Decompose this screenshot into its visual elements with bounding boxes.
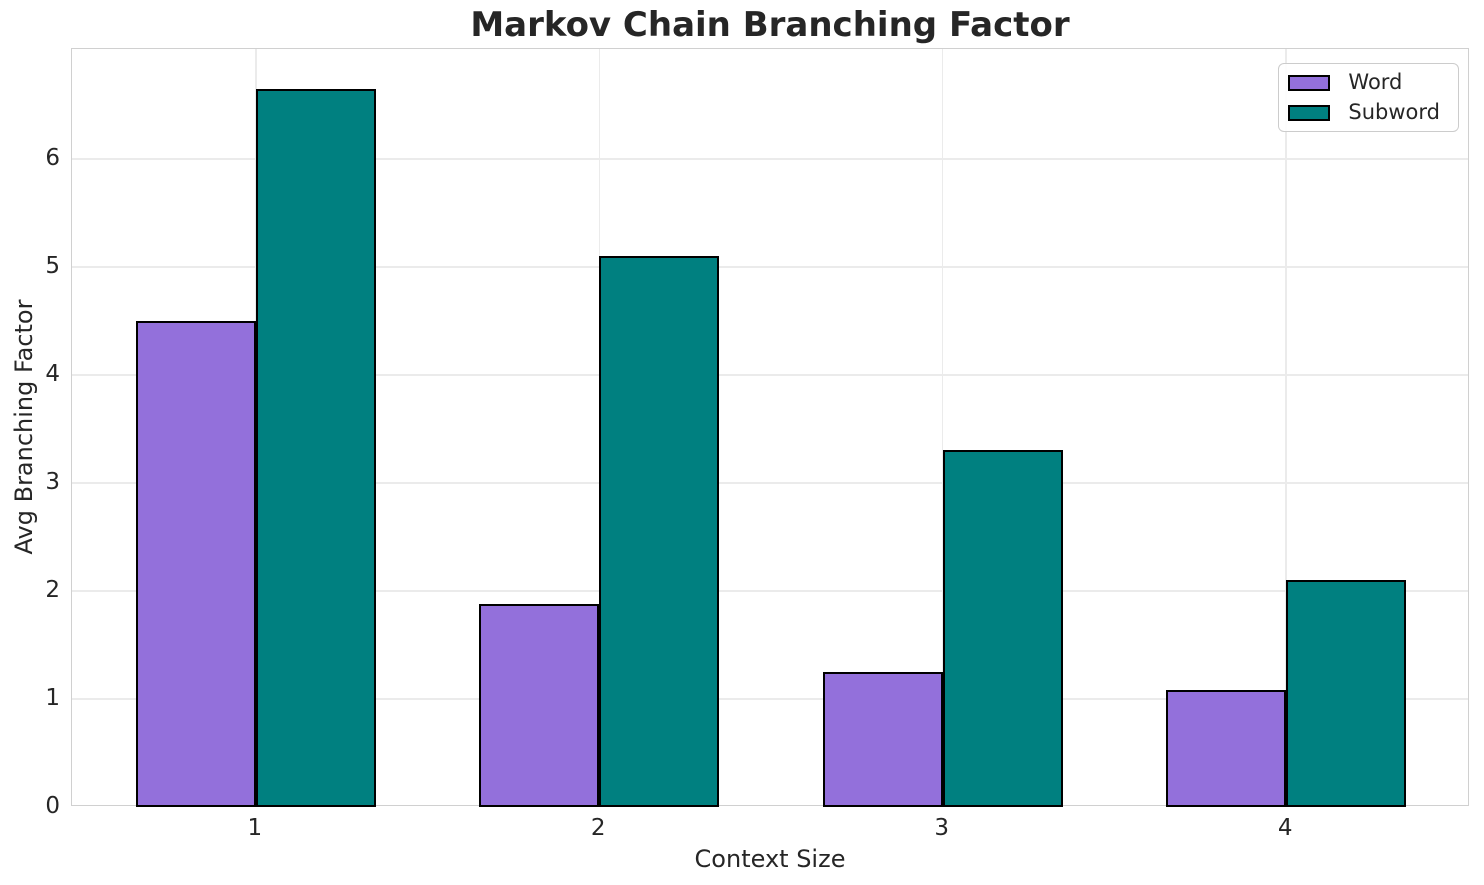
legend-swatch-word bbox=[1288, 74, 1331, 91]
gridline-y-1 bbox=[72, 698, 1468, 700]
y-tick-label-0: 0 bbox=[45, 793, 60, 819]
bar-subword-1 bbox=[255, 88, 376, 807]
y-tick-label-5: 5 bbox=[45, 253, 60, 280]
x-tick-label-3: 3 bbox=[934, 815, 950, 841]
legend-label-word: Word bbox=[1348, 70, 1403, 94]
y-tick-label-3: 3 bbox=[45, 469, 60, 496]
y-tick-label-4: 4 bbox=[45, 361, 60, 388]
x-tick-label-2: 2 bbox=[590, 815, 606, 841]
y-tick-label-6: 6 bbox=[45, 145, 60, 172]
bar-word-1 bbox=[135, 321, 256, 807]
legend-swatch-subword bbox=[1288, 104, 1331, 121]
gridline-y-4 bbox=[72, 374, 1468, 376]
bar-word-4 bbox=[1166, 690, 1287, 807]
gridline-x-3 bbox=[941, 49, 944, 805]
legend-item-word: Word bbox=[1288, 72, 1444, 93]
bar-subword-3 bbox=[942, 449, 1063, 807]
legend-item-subword: Subword bbox=[1288, 102, 1444, 123]
x-tick-label-4: 4 bbox=[1277, 815, 1293, 841]
legend: Word Subword bbox=[1278, 63, 1459, 132]
y-tick-label-1: 1 bbox=[45, 685, 60, 712]
bar-word-3 bbox=[822, 672, 943, 807]
plot-area: Word Subword bbox=[71, 48, 1469, 807]
gridline-x-4 bbox=[1285, 49, 1287, 805]
gridline-y-2 bbox=[72, 590, 1468, 592]
chart-title: Markov Chain Branching Factor bbox=[470, 5, 1070, 45]
gridline-y-3 bbox=[72, 482, 1468, 484]
gridline-y-6 bbox=[72, 158, 1468, 160]
bar-word-2 bbox=[479, 604, 600, 807]
x-axis-label: Context Size bbox=[694, 845, 846, 873]
y-axis-label: Avg Branching Factor bbox=[10, 299, 38, 555]
gridline-y-5 bbox=[72, 266, 1468, 268]
bar-subword-2 bbox=[599, 256, 720, 807]
legend-label-subword: Subword bbox=[1348, 100, 1440, 124]
x-tick-label-1: 1 bbox=[247, 815, 263, 841]
y-tick-label-2: 2 bbox=[45, 577, 60, 604]
bar-subword-4 bbox=[1286, 580, 1407, 807]
